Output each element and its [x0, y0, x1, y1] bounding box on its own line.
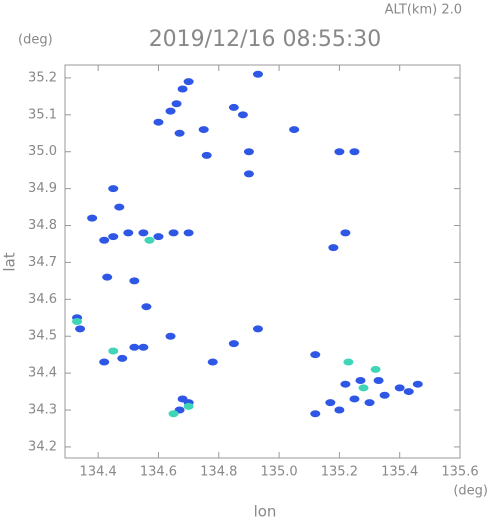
y-tick-label: 35.0	[28, 144, 57, 159]
echo-point	[99, 236, 110, 244]
y-tick-label: 34.8	[28, 218, 57, 233]
echo-point	[334, 406, 345, 414]
echo-point	[334, 148, 345, 156]
echo-point	[117, 354, 128, 362]
echo-point	[108, 233, 119, 241]
echo-point	[165, 107, 176, 115]
chart-title: 2019/12/16 08:55:30	[149, 27, 382, 52]
echo-point	[72, 317, 83, 325]
echo-point	[201, 151, 212, 159]
y-unit: (deg)	[18, 33, 53, 48]
x-tick-label: 135.4	[381, 465, 418, 480]
echo-point	[141, 303, 152, 311]
echo-point	[99, 358, 110, 366]
echo-point	[174, 129, 185, 137]
echo-point	[237, 111, 248, 119]
echo-point	[183, 78, 194, 86]
echo-point	[243, 148, 254, 156]
echo-point	[153, 118, 164, 126]
echo-point	[228, 340, 239, 348]
echo-point	[102, 273, 113, 281]
echo-point	[138, 343, 149, 351]
y-tick-label: 35.2	[28, 70, 57, 85]
echo-point	[310, 351, 321, 359]
echo-point	[129, 277, 140, 285]
echo-point	[328, 244, 339, 252]
x-tick-label: 134.8	[200, 465, 237, 480]
y-tick-label: 34.6	[28, 292, 57, 307]
echo-point	[358, 384, 369, 392]
echo-point	[75, 325, 86, 333]
echo-point	[325, 399, 336, 407]
x-unit: (deg)	[453, 484, 488, 499]
echo-point	[168, 410, 179, 418]
echo-point	[129, 343, 140, 351]
x-tick-label: 135.6	[441, 465, 478, 480]
y-tick-label: 34.9	[28, 181, 57, 196]
echo-point	[289, 126, 300, 134]
echo-point	[403, 388, 414, 396]
echo-point	[394, 384, 405, 392]
y-tick-label: 34.4	[28, 366, 57, 381]
echo-point	[144, 236, 155, 244]
echo-point	[373, 377, 384, 385]
echo-point	[355, 377, 366, 385]
echo-point	[243, 170, 254, 178]
altitude-label: ALT(km) 2.0	[385, 3, 462, 18]
echo-point	[114, 203, 125, 211]
echo-point	[171, 100, 182, 108]
y-tick-label: 34.7	[28, 255, 57, 270]
echo-point	[370, 365, 381, 373]
echo-point	[310, 410, 321, 418]
echo-point	[207, 358, 218, 366]
x-tick-label: 135.0	[260, 465, 297, 480]
echo-point	[412, 380, 423, 388]
echo-point	[123, 229, 134, 237]
echo-point	[379, 391, 390, 399]
echo-point	[108, 185, 119, 193]
echo-point	[198, 126, 209, 134]
echo-point	[340, 229, 351, 237]
echo-point	[252, 325, 263, 333]
x-tick-label: 135.2	[321, 465, 358, 480]
y-tick-label: 34.3	[28, 403, 57, 418]
echo-point	[364, 399, 375, 407]
plot-frame	[64, 64, 461, 459]
y-axis-label: lat	[1, 252, 19, 271]
echo-point	[168, 229, 179, 237]
echo-point	[153, 233, 164, 241]
echo-point	[183, 402, 194, 410]
y-tick-label: 34.2	[28, 439, 57, 454]
echo-point	[165, 332, 176, 340]
x-axis-label: lon	[254, 503, 277, 521]
y-tick-label: 34.5	[28, 329, 57, 344]
echo-point	[228, 103, 239, 111]
x-tick-label: 134.6	[140, 465, 177, 480]
echo-point	[183, 229, 194, 237]
echo-point	[349, 148, 360, 156]
echo-point	[349, 395, 360, 403]
echo-point	[177, 85, 188, 93]
y-tick-label: 35.1	[28, 107, 57, 122]
echo-point	[252, 70, 263, 78]
echo-point	[87, 214, 98, 222]
echo-point	[108, 347, 119, 355]
echo-point	[138, 229, 149, 237]
echo-point	[343, 358, 354, 366]
x-tick-label: 134.4	[80, 465, 117, 480]
echo-point	[340, 380, 351, 388]
